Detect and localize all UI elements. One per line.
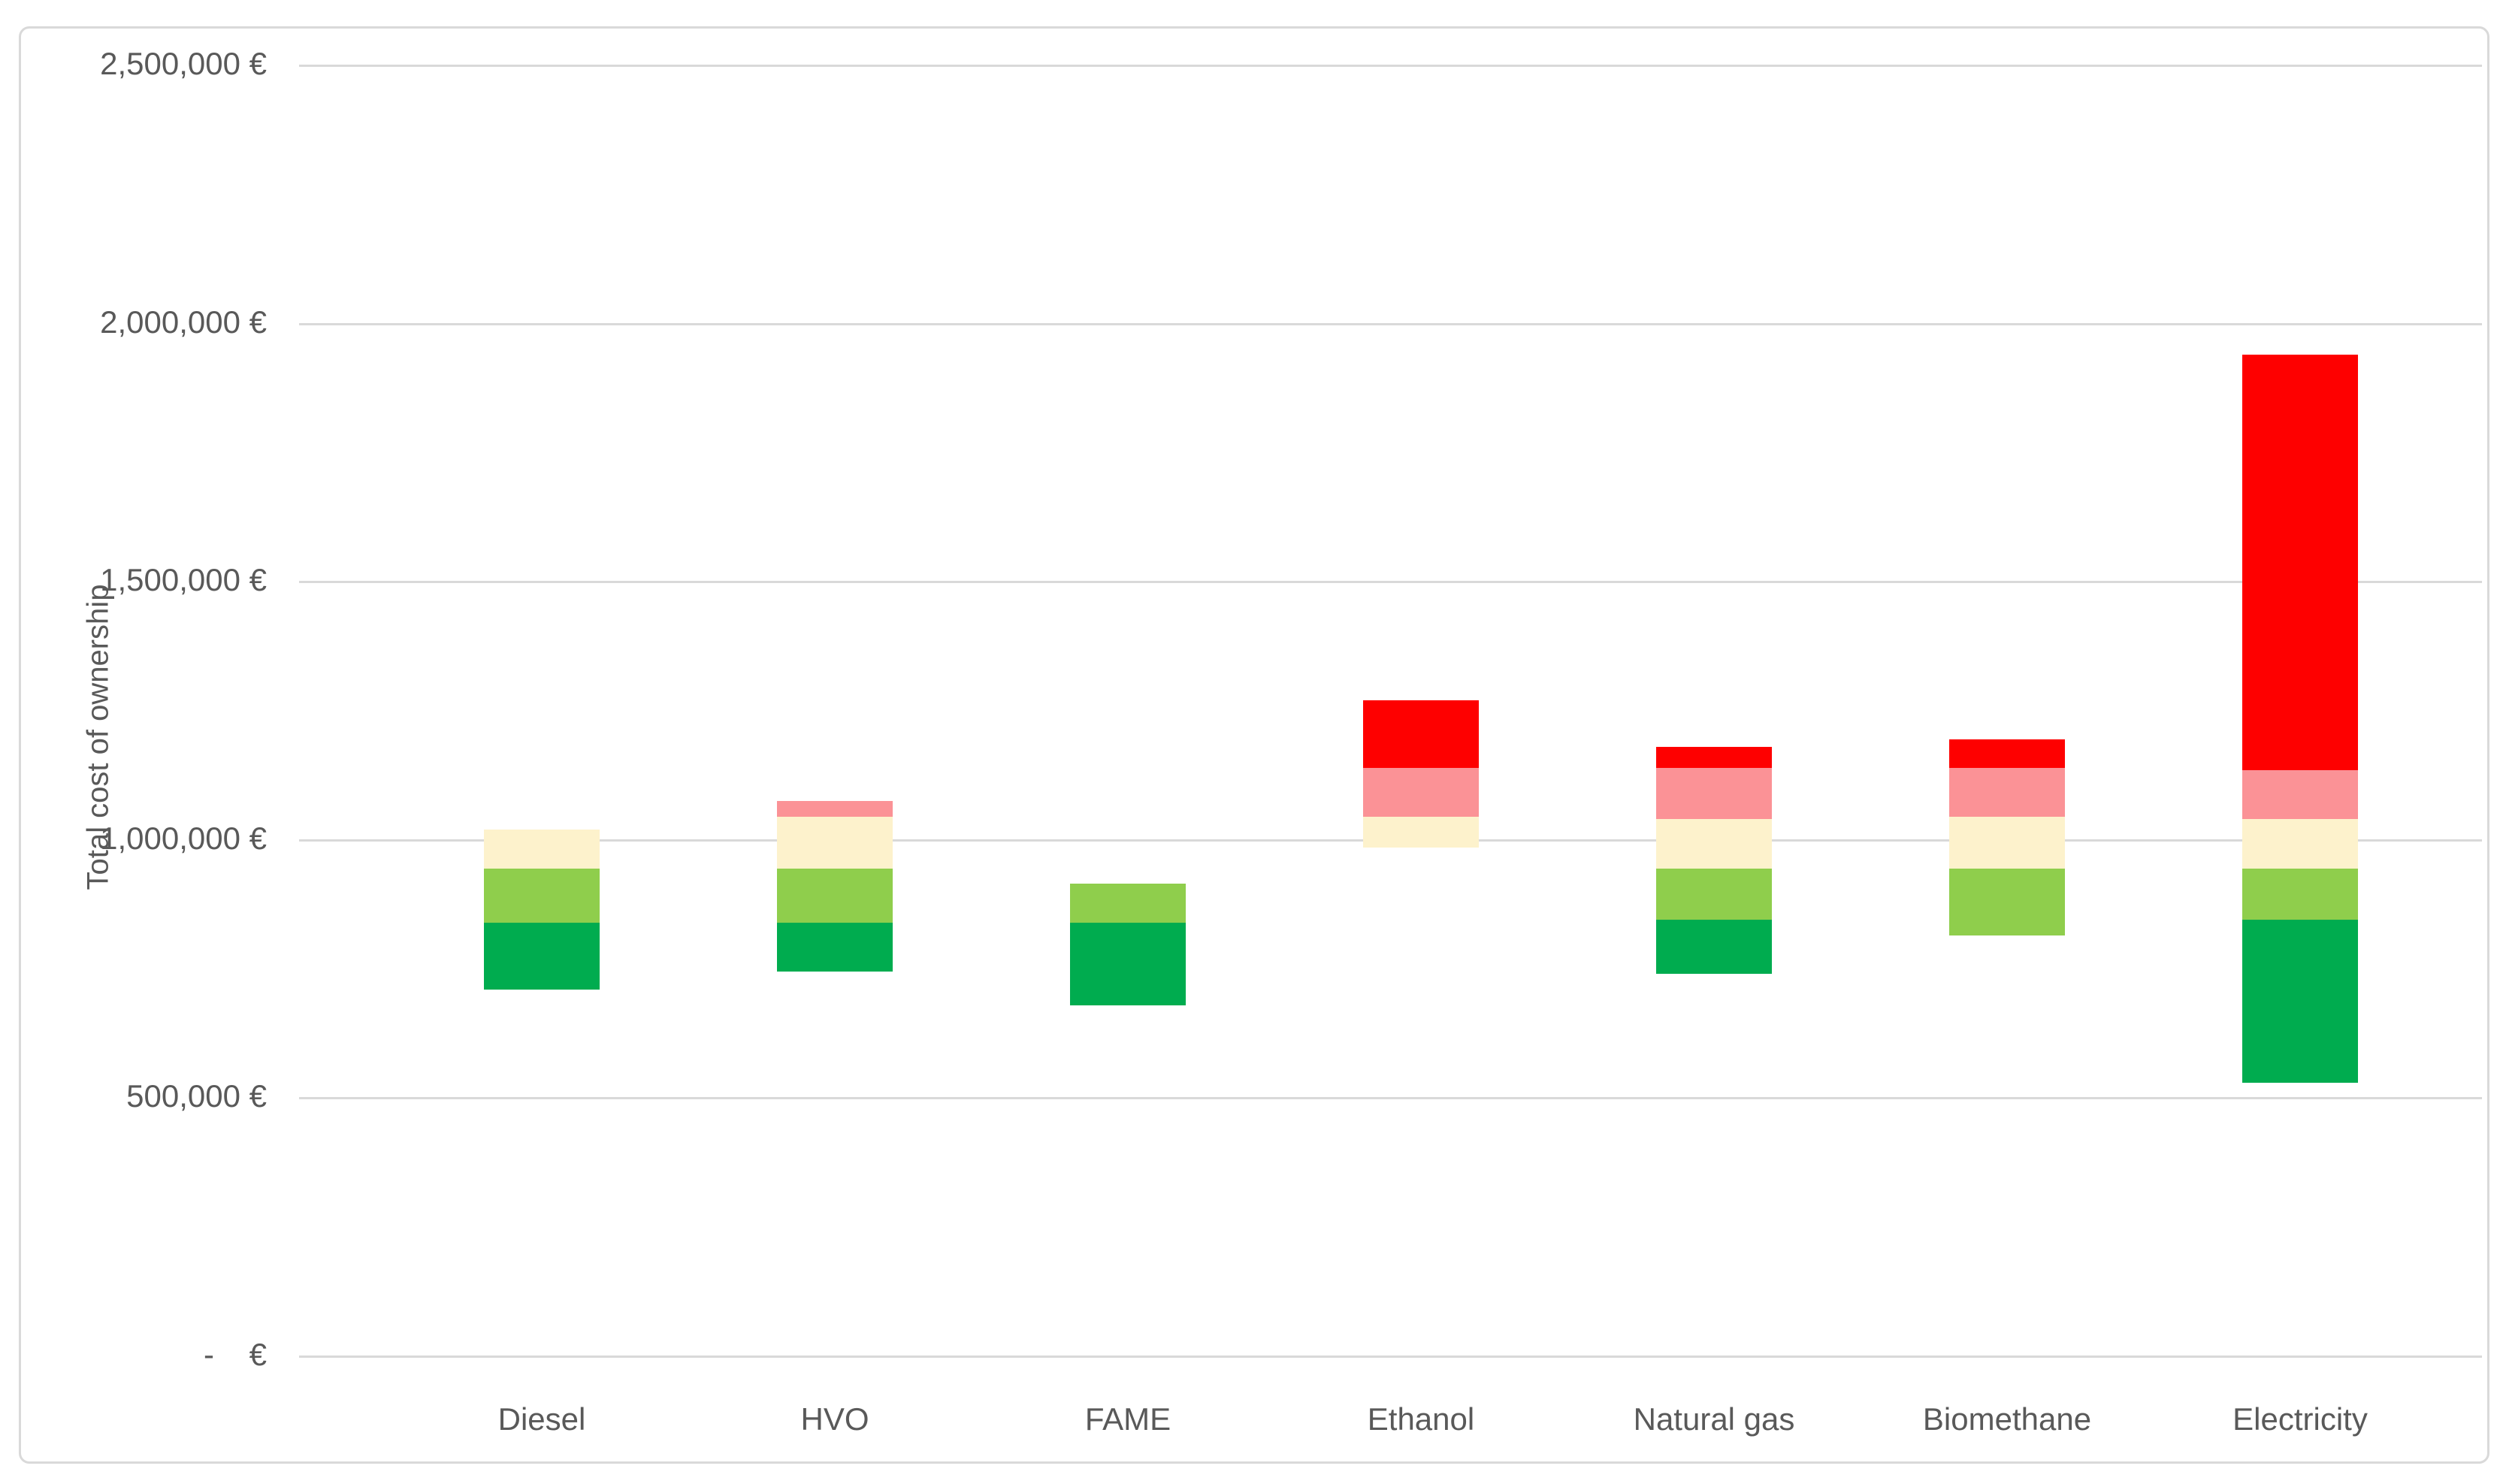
bar-segment-electricity-cream	[2242, 819, 2358, 869]
x-category-label-fame: FAME	[1084, 1401, 1171, 1437]
bar-segment-ethanol-red	[1363, 700, 1479, 768]
gridline-2500000	[299, 65, 2482, 67]
bar-segment-electricity-light_green	[2242, 868, 2358, 920]
bar-segment-biomethane-cream	[1949, 816, 2065, 869]
gridline-0	[299, 1356, 2482, 1358]
x-category-label-diesel: Diesel	[497, 1401, 586, 1437]
x-category-label-biomethane: Biomethane	[1922, 1401, 2092, 1437]
y-tick-label-2500000: 2,500,000 €	[100, 46, 267, 81]
y-tick-label-0: - €	[203, 1337, 267, 1372]
gridline-1500000	[299, 581, 2482, 584]
bar-segment-diesel-light_green	[484, 868, 600, 923]
bar-segment-fame-dark_green	[1070, 922, 1186, 1005]
bar-segment-ethanol-pink	[1363, 767, 1479, 817]
bar-segment-electricity-red	[2242, 354, 2358, 771]
y-tick-label-2000000: 2,000,000 €	[100, 304, 267, 340]
bar-segment-fame-light_green	[1070, 884, 1186, 923]
bar-segment-ethanol-cream	[1363, 816, 1479, 848]
bar-segment-biomethane-light_green	[1949, 868, 2065, 935]
x-category-label-electricity: Electricity	[2232, 1401, 2368, 1437]
bar-segment-hvo-light_green	[777, 868, 893, 923]
bar-segment-hvo-dark_green	[777, 922, 893, 972]
y-tick-label-1500000: 1,500,000 €	[100, 562, 267, 598]
bar-segment-diesel-cream	[484, 830, 600, 869]
bar-segment-diesel-dark_green	[484, 922, 600, 990]
x-category-label-ethanol: Ethanol	[1367, 1401, 1475, 1437]
bar-segment-hvo-pink	[777, 801, 893, 817]
chart-frame: Total cost of ownership - €500,000 €1,00…	[19, 26, 2489, 1464]
bar-segment-biomethane-pink	[1949, 767, 2065, 817]
x-category-label-hvo: HVO	[800, 1401, 869, 1437]
y-tick-label-1000000: 1,000,000 €	[100, 820, 267, 856]
bar-segment-electricity-pink	[2242, 770, 2358, 820]
gridline-2000000	[299, 322, 2482, 325]
bar-segment-biomethane-red	[1949, 739, 2065, 768]
bar-segment-hvo-cream	[777, 816, 893, 869]
bar-segment-natural-gas-cream	[1656, 819, 1772, 869]
bar-segment-natural-gas-red	[1656, 747, 1772, 768]
bar-segment-natural-gas-pink	[1656, 767, 1772, 820]
y-tick-label-500000: 500,000 €	[126, 1078, 267, 1114]
bar-segment-natural-gas-dark_green	[1656, 920, 1772, 975]
bar-segment-electricity-dark_green	[2242, 920, 2358, 1083]
gridline-500000	[299, 1097, 2482, 1100]
bar-segment-natural-gas-light_green	[1656, 868, 1772, 920]
x-category-label-natural-gas: Natural gas	[1633, 1401, 1795, 1437]
